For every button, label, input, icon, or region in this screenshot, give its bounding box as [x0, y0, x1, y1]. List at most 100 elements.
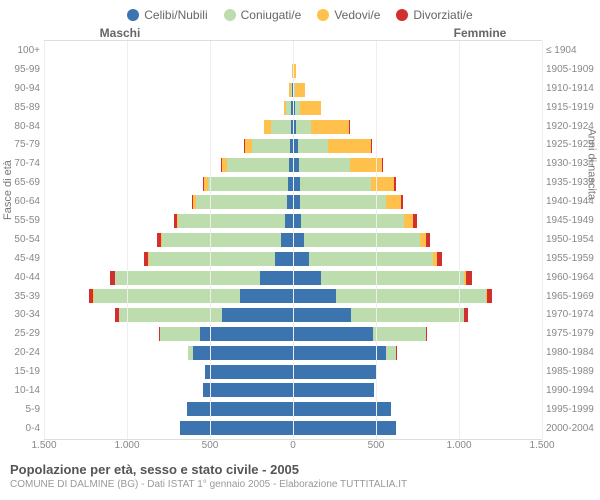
bar-segment [296, 120, 311, 134]
bar-segment [382, 158, 384, 172]
bar-row [293, 381, 542, 399]
bar-segment [264, 120, 271, 134]
gridline [44, 41, 45, 439]
bar-row [293, 363, 542, 381]
bar-segment [193, 346, 293, 360]
bar-segment [293, 383, 374, 397]
bar-row [293, 344, 542, 362]
bar-segment [301, 214, 404, 228]
bar-row [293, 306, 542, 324]
bar-segment [293, 271, 321, 285]
bar-segment [426, 327, 428, 341]
bar-segment [404, 214, 413, 228]
bar-segment [293, 365, 376, 379]
bar-segment [162, 233, 282, 247]
bar-segment [328, 139, 371, 153]
bar-segment [208, 177, 288, 191]
bar-segment [300, 101, 322, 115]
bar-segment [115, 271, 259, 285]
bar-segment [281, 233, 293, 247]
bar-row [44, 363, 293, 381]
year-tick: ≤ 1904 [546, 42, 600, 60]
bar-segment [271, 120, 291, 134]
gridline [127, 41, 128, 439]
year-tick: 1985-1989 [546, 363, 600, 381]
legend-item: Vedovi/e [317, 8, 380, 22]
legend-swatch [224, 9, 236, 21]
year-tick: 1925-1929 [546, 136, 600, 154]
bar-row [44, 175, 293, 193]
plot-area [44, 40, 542, 440]
bar-segment [293, 252, 309, 266]
bar-row [293, 325, 542, 343]
bar-row [44, 118, 293, 136]
bar-segment [466, 271, 472, 285]
bar-segment [293, 421, 396, 435]
year-tick: 1910-1914 [546, 80, 600, 98]
bar-row [44, 381, 293, 399]
age-tick: 50-54 [0, 231, 40, 249]
age-tick: 25-29 [0, 325, 40, 343]
legend-item: Coniugati/e [224, 8, 302, 22]
y-axis-year: ≤ 19041905-19091910-19141915-19191920-19… [542, 40, 600, 440]
bar-segment [373, 327, 426, 341]
bar-segment [295, 83, 305, 97]
pyramid-chart: 100+95-9990-9485-8980-8475-7970-7465-696… [0, 40, 600, 440]
bar-segment [350, 158, 382, 172]
age-tick: 5-9 [0, 401, 40, 419]
legend-label: Celibi/Nubili [144, 8, 207, 22]
bar-segment [180, 421, 293, 435]
legend-swatch [317, 9, 329, 21]
age-tick: 85-89 [0, 99, 40, 117]
bar-segment [413, 214, 416, 228]
bar-segment [240, 289, 293, 303]
year-tick: 1905-1909 [546, 61, 600, 79]
bar-segment [464, 308, 467, 322]
header-females: Femmine [300, 26, 600, 40]
gridline [293, 41, 294, 439]
legend-item: Celibi/Nubili [127, 8, 207, 22]
bars-female [293, 41, 542, 439]
gridline [376, 41, 377, 439]
chart-footer: Popolazione per età, sesso e stato civil… [0, 456, 600, 490]
chart-subtitle: COMUNE DI DALMINE (BG) - Dati ISTAT 1° g… [10, 479, 590, 490]
bar-segment [178, 214, 284, 228]
header-males: Maschi [0, 26, 300, 40]
legend-item: Divorziati/e [396, 8, 472, 22]
bar-segment [260, 271, 293, 285]
bar-segment [293, 214, 301, 228]
bar-segment [149, 252, 275, 266]
bar-segment [203, 383, 293, 397]
x-tick: 500 [202, 440, 219, 451]
gridline [210, 41, 211, 439]
year-tick: 2000-2004 [546, 420, 600, 438]
bar-row [44, 287, 293, 305]
bar-row [44, 344, 293, 362]
bar-row [293, 118, 542, 136]
year-tick: 1930-1934 [546, 155, 600, 173]
bar-segment [371, 177, 394, 191]
age-tick: 30-34 [0, 306, 40, 324]
year-tick: 1975-1979 [546, 325, 600, 343]
age-tick: 95-99 [0, 61, 40, 79]
bar-row [293, 212, 542, 230]
bar-segment [252, 139, 290, 153]
bar-segment [336, 289, 485, 303]
age-tick: 45-49 [0, 250, 40, 268]
bar-row [293, 400, 542, 418]
bar-segment [293, 327, 373, 341]
legend-swatch [396, 9, 408, 21]
bar-segment [311, 120, 349, 134]
bar-segment [285, 214, 293, 228]
chart-title: Popolazione per età, sesso e stato civil… [10, 462, 590, 477]
x-tick: 1.500 [529, 440, 554, 451]
age-tick: 90-94 [0, 80, 40, 98]
bar-segment [351, 308, 464, 322]
year-tick: 1915-1919 [546, 99, 600, 117]
bar-segment [394, 177, 396, 191]
bar-row [44, 419, 293, 437]
bar-segment [275, 252, 293, 266]
year-tick: 1950-1954 [546, 231, 600, 249]
bar-row [293, 137, 542, 155]
bar-segment [293, 308, 351, 322]
